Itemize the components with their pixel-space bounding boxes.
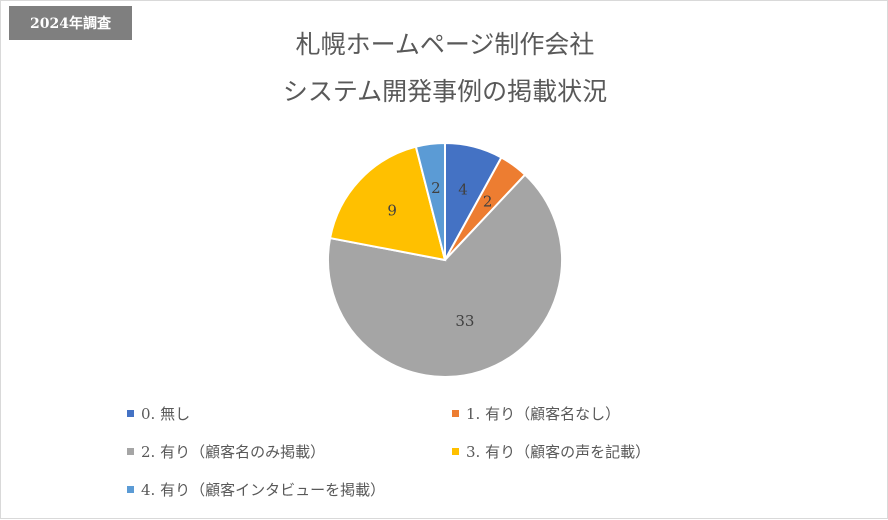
chart-title: 札幌ホームページ制作会社 システム開発事例の掲載状況 xyxy=(1,21,888,115)
legend-item-2: 2. 有り（顧客名のみ掲載） xyxy=(127,441,325,462)
pie-data-label-2: 33 xyxy=(455,312,474,330)
pie-data-label-4: 2 xyxy=(431,179,441,197)
legend-swatch-1 xyxy=(452,410,459,417)
legend-item-1: 1. 有り（顧客名なし） xyxy=(452,403,620,424)
legend-label-2: 2. 有り（顧客名のみ掲載） xyxy=(141,443,326,461)
chart-title-line-1: 札幌ホームページ制作会社 xyxy=(295,30,595,59)
pie-slice-2 xyxy=(327,173,563,378)
survey-year-badge: 2024年調査 xyxy=(9,6,132,40)
pie-data-label-0: 4 xyxy=(458,181,468,199)
legend-label-3: 3. 有り（顧客の声を記載） xyxy=(466,443,651,461)
legend-label-4: 4. 有り（顧客インタビューを掲載） xyxy=(141,481,386,499)
legend-item-3: 3. 有り（顧客の声を記載） xyxy=(452,441,650,462)
pie-data-label-1: 2 xyxy=(483,192,493,210)
pie-data-labels: 42 33 9 2 xyxy=(387,179,492,330)
pie-slice-4 xyxy=(414,141,446,261)
legend-swatch-4 xyxy=(127,486,134,493)
legend-swatch-0 xyxy=(127,410,134,417)
chart-title-line-2: システム開発事例の掲載状況 xyxy=(282,77,608,106)
pie-data-label-3: 9 xyxy=(387,201,397,219)
legend-label-1: 1. 有り（顧客名なし） xyxy=(466,405,621,423)
legend-swatch-3 xyxy=(452,448,459,455)
legend-swatch-2 xyxy=(127,448,134,455)
pie-slice-3 xyxy=(328,145,447,262)
legend-label-0: 0. 無し xyxy=(141,405,191,423)
legend-item-4: 4. 有り（顧客インタビューを掲載） xyxy=(127,479,385,500)
pie-slices xyxy=(327,141,563,378)
legend-item-0: 0. 無し xyxy=(127,403,190,424)
